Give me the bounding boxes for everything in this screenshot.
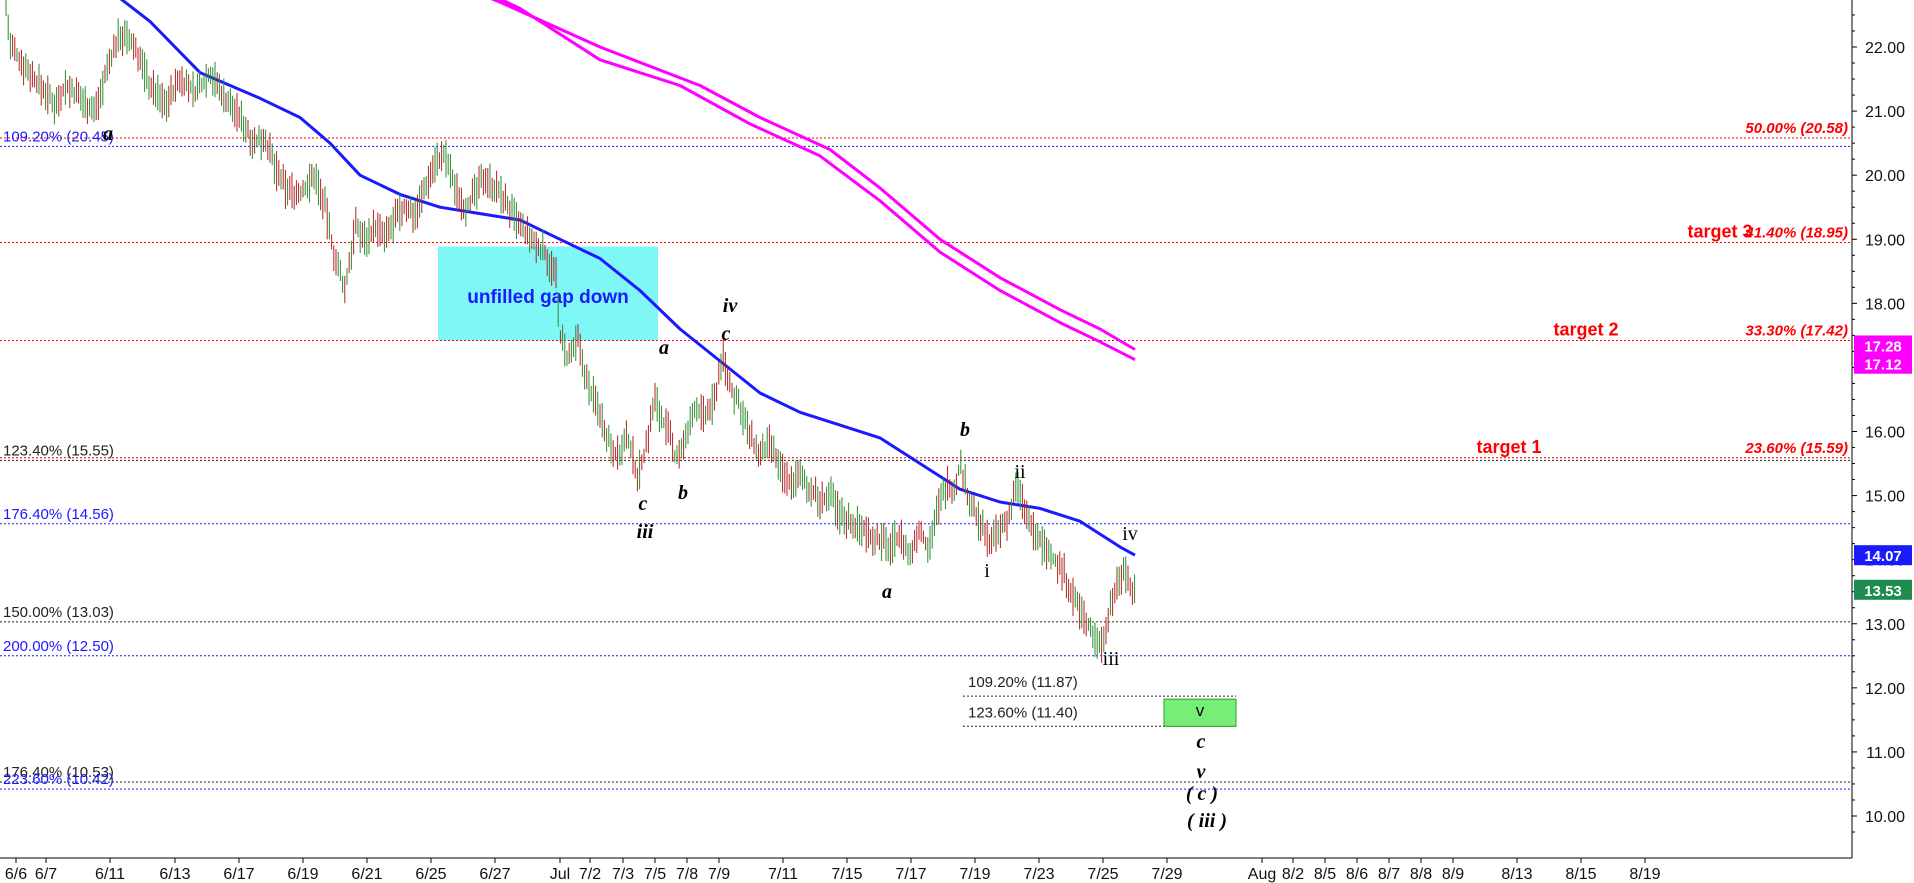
y-tick-label: 12.00 <box>1865 681 1905 698</box>
y-tick-label: 11.00 <box>1866 745 1905 762</box>
level-label: 109.20% (11.87) <box>968 674 1078 691</box>
x-tick-label: 8/5 <box>1314 866 1336 883</box>
x-tick-label: 6/13 <box>159 866 190 883</box>
x-tick-label: 7/29 <box>1151 866 1182 883</box>
last-value-badge <box>1854 353 1912 374</box>
moving-average-blue <box>119 0 1136 557</box>
last-value-label: 14.07 <box>1864 548 1902 565</box>
x-tick-label: Aug <box>1248 866 1276 883</box>
y-tick-label: 20.00 <box>1865 168 1905 185</box>
level-label: 50.00% (20.58) <box>1745 120 1848 137</box>
last-value-label: 13.53 <box>1864 583 1902 600</box>
x-tick-label: 8/13 <box>1501 866 1532 883</box>
level-label: 223.60% (10.42) <box>3 771 114 788</box>
last-value-badge <box>1854 545 1912 566</box>
x-tick-label: 7/25 <box>1087 866 1118 883</box>
x-tick-label: 8/6 <box>1346 866 1368 883</box>
x-tick-label: 7/19 <box>959 866 990 883</box>
level-label: 123.60% (11.40) <box>968 704 1078 721</box>
moving-average-magenta <box>498 0 1136 362</box>
x-tick-label: 7/11 <box>768 866 798 883</box>
wave-label: a <box>659 337 669 359</box>
x-tick-label: 7/3 <box>612 866 634 883</box>
level-label: 176.40% (14.56) <box>3 506 114 523</box>
x-tick-label: 8/15 <box>1565 866 1596 883</box>
x-tick-label: 6/25 <box>415 866 446 883</box>
wave-label: iv <box>723 295 739 317</box>
y-tick-label: 18.00 <box>1865 296 1905 313</box>
level-label: 176.40% (10.53) <box>3 764 114 781</box>
target-label: target 2 <box>1553 320 1618 340</box>
x-tick-label: 8/19 <box>1629 866 1660 883</box>
wave-label: iii <box>637 521 654 543</box>
wave-label: i <box>984 560 990 582</box>
y-tick-label: 15.00 <box>1865 489 1905 506</box>
y-tick-label: 21.00 <box>1865 104 1905 121</box>
y-tick-label: 13.00 <box>1865 617 1905 634</box>
last-value-label: 17.28 <box>1864 338 1902 355</box>
wave-label: ii <box>1014 461 1026 483</box>
y-tick-label: 16.00 <box>1865 425 1905 442</box>
wave-label: b <box>960 419 970 441</box>
x-tick-label: 7/5 <box>644 866 666 883</box>
x-tick-label: 6/17 <box>223 866 254 883</box>
x-tick-label: 6/21 <box>351 866 382 883</box>
x-tick-label: 6/19 <box>287 866 318 883</box>
x-tick-label: 7/8 <box>676 866 698 883</box>
x-tick-label: 8/2 <box>1282 866 1304 883</box>
wave-label: ( c ) <box>1186 783 1218 805</box>
moving-average-magenta <box>490 0 1136 351</box>
x-tick-label: 7/9 <box>708 866 730 883</box>
last-value-badge <box>1854 579 1912 600</box>
x-tick-label: 7/15 <box>831 866 862 883</box>
gap-box-label: unfilled gap down <box>467 287 628 308</box>
level-label: 200.00% (12.50) <box>3 638 114 655</box>
wave-label: c <box>639 493 648 515</box>
wave-label: iv <box>1122 523 1138 545</box>
wave-label: a <box>882 581 892 603</box>
wave-label: v <box>1197 761 1207 783</box>
level-label: 150.00% (13.03) <box>3 604 114 621</box>
level-label: 109.20% (20.45) <box>3 128 114 145</box>
x-tick-label: Jul <box>550 866 570 883</box>
y-tick-label: 10.00 <box>1865 809 1905 826</box>
x-tick-label: 8/8 <box>1410 866 1432 883</box>
x-tick-label: 7/23 <box>1023 866 1054 883</box>
last-value-label: 17.12 <box>1864 357 1902 374</box>
level-label: 123.40% (15.55) <box>3 442 114 459</box>
y-tick-label: 22.00 <box>1865 40 1905 57</box>
wave-label: a <box>103 123 113 145</box>
wave-label: ( iii ) <box>1187 810 1227 832</box>
level-label: 23.60% (15.59) <box>1744 440 1848 457</box>
x-tick-label: 8/9 <box>1442 866 1464 883</box>
wave-label: c <box>1197 731 1206 753</box>
target-box <box>1163 698 1237 727</box>
y-tick-label: 19.00 <box>1865 232 1905 249</box>
x-tick-label: 6/11 <box>95 866 125 883</box>
target-label: target 3 <box>1687 221 1752 241</box>
wave-label: b <box>678 482 688 504</box>
level-lines: 50.00% (20.58) 109.20% (20.45) 41.40% (18.… <box>0 120 1852 790</box>
x-axis: 6/6 6/7 6/11 6/13 6/17 6/19 6/21 6/25 6/27 Jul 7/2… <box>0 857 1852 883</box>
level-label: 33.30% (17.42) <box>1745 323 1848 340</box>
gap-box <box>438 246 658 341</box>
wave-label: iii <box>1103 648 1120 670</box>
x-tick-label: 7/17 <box>895 866 926 883</box>
x-tick-label: 6/7 <box>35 866 57 883</box>
target-label: target 1 <box>1476 437 1541 457</box>
x-tick-label: 8/7 <box>1378 866 1400 883</box>
last-value-badge <box>1854 335 1912 356</box>
target-box-label: v <box>1196 701 1205 720</box>
wave-label: c <box>722 323 731 345</box>
level-label: 41.40% (18.95) <box>1744 224 1848 241</box>
x-tick-label: 7/2 <box>579 866 601 883</box>
x-tick-label: 6/6 <box>5 866 27 883</box>
x-tick-label: 6/27 <box>479 866 510 883</box>
price-bars <box>5 0 1136 664</box>
